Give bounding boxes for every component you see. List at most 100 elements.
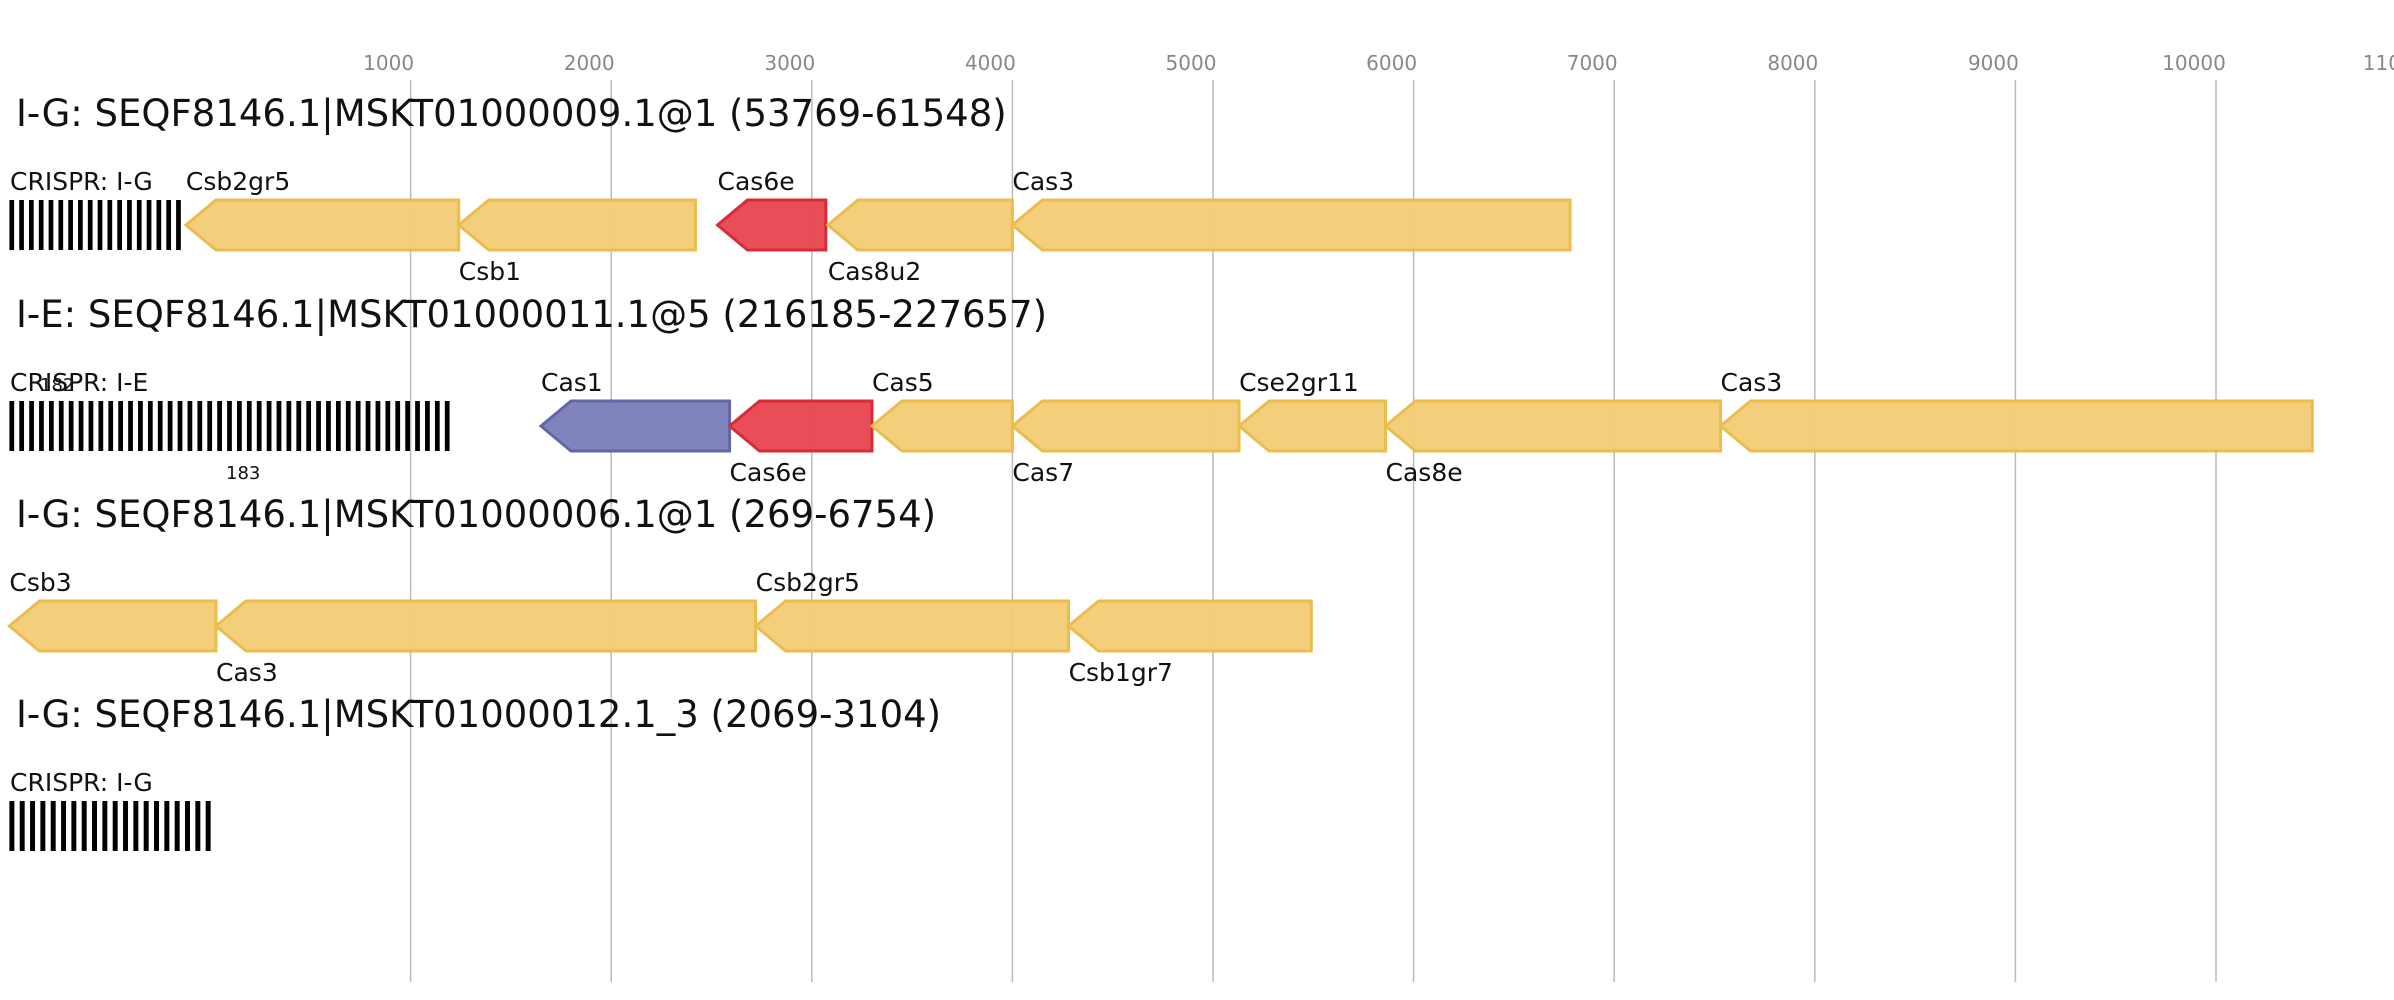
axis-ticks: 1000 2000 3000 4000 5000 6000 7000 8000 9000 1000…: [363, 51, 2394, 75]
gene-arrow-cse2gr11[interactable]: [1236, 399, 1388, 453]
crispr-repeat: [19, 801, 25, 851]
gene-label: Cse2gr11: [1239, 368, 1359, 397]
axis-tick-label: 5000: [1166, 51, 1217, 75]
gene-arrow-cas6e[interactable]: [727, 399, 874, 453]
gene-arrow-csb1[interactable]: [456, 198, 697, 252]
crispr-repeat: [9, 200, 15, 250]
crispr-repeat: [30, 801, 36, 851]
locus-track: I-E: SEQF8146.1|MSKT01000011.1@5 (216185…: [9, 293, 2314, 487]
gene-label: Cas3: [1721, 368, 1783, 397]
crispr-repeat: [147, 401, 153, 451]
crispr-count-top: 182: [40, 375, 74, 396]
crispr-repeat: [97, 200, 103, 250]
crispr-repeat: [78, 200, 83, 250]
gene-label: Csb2gr5: [756, 568, 860, 597]
crispr-repeat: [88, 401, 94, 451]
gene-label: Csb1: [459, 257, 521, 286]
crispr-count-bottom: 183: [226, 463, 260, 484]
gene-arrow-cas3[interactable]: [1010, 198, 1572, 252]
crispr-repeat: [29, 401, 34, 451]
gene-arrow-csb3[interactable]: [7, 599, 218, 653]
crispr-repeat: [118, 401, 124, 451]
crispr-repeat: [167, 401, 173, 451]
gene-arrow-cas1[interactable]: [538, 399, 732, 453]
crispr-repeat: [154, 801, 159, 851]
crispr-label: CRISPR: I-G: [10, 768, 153, 797]
crispr-repeat: [81, 801, 87, 851]
crispr-repeat: [48, 200, 54, 250]
crispr-repeat: [395, 401, 401, 451]
gene-label: Cas3: [1012, 167, 1074, 196]
crispr-repeat: [143, 801, 149, 851]
axis-tick-label: 8000: [1767, 51, 1818, 75]
crispr-repeat: [217, 401, 222, 451]
crispr-repeat: [415, 401, 420, 451]
locus-track: I-G: SEQF8146.1|MSKT01000009.1@1 (53769-…: [9, 92, 1572, 286]
gene-label: Cas8e: [1386, 458, 1463, 487]
crispr-repeat: [425, 401, 430, 451]
gene-label: Csb2gr5: [186, 167, 290, 196]
gene-arrow-cas8e[interactable]: [1383, 399, 1723, 453]
locus-title: I-E: SEQF8146.1|MSKT01000011.1@5 (216185…: [16, 293, 1047, 336]
crispr-repeat: [9, 801, 15, 851]
crispr-repeat: [207, 401, 213, 451]
crispr-repeat: [326, 401, 331, 451]
gene-arrow-csb2gr5[interactable]: [753, 599, 1071, 653]
crispr-repeat: [156, 200, 162, 250]
axis-tick-label: 1000: [363, 51, 414, 75]
gene-arrow-cas3[interactable]: [213, 599, 758, 653]
crispr-label: CRISPR: I-E: [10, 368, 148, 397]
axis-tick-label: 7000: [1567, 51, 1618, 75]
loci-tracks: I-G: SEQF8146.1|MSKT01000009.1@1 (53769-…: [7, 92, 2314, 851]
gene-arrow-csb2gr5[interactable]: [183, 198, 461, 252]
gene-arrow-cas8u2[interactable]: [825, 198, 1014, 252]
axis-tick-label: 2000: [564, 51, 615, 75]
crispr-repeat: [9, 401, 15, 451]
locus-title: I-G: SEQF8146.1|MSKT01000012.1_3 (2069-3…: [16, 693, 941, 736]
crispr-repeat: [355, 401, 361, 451]
crispr-repeat: [61, 801, 67, 851]
crispr-repeat: [50, 801, 56, 851]
crispr-repeat: [375, 401, 381, 451]
crispr-repeat: [127, 200, 132, 250]
crispr-repeat: [365, 401, 371, 451]
crispr-repeat: [177, 401, 183, 451]
crispr-repeat: [138, 401, 143, 451]
crispr-repeat: [38, 200, 44, 250]
gene-arrow-csb1gr7[interactable]: [1066, 599, 1313, 653]
gene-arrow-cas5[interactable]: [869, 399, 1014, 453]
crispr-repeat: [335, 401, 341, 451]
crispr-repeat: [19, 401, 25, 451]
crispr-repeat: [385, 401, 391, 451]
crispr-repeat: [128, 401, 133, 451]
locus-track: I-G: SEQF8146.1|MSKT01000006.1@1 (269-67…: [7, 493, 1313, 687]
crispr-repeat: [48, 401, 54, 451]
crispr-repeat: [316, 401, 321, 451]
crispr-repeat: [185, 801, 190, 851]
locus-track: I-G: SEQF8146.1|MSKT01000012.1_3 (2069-3…: [9, 693, 941, 851]
crispr-repeat: [227, 401, 232, 451]
crispr-repeat: [112, 801, 118, 851]
crispr-repeat: [98, 401, 104, 451]
gene-arrow-cas7[interactable]: [1010, 399, 1241, 453]
gene-label: Cas3: [216, 658, 278, 687]
crispr-repeat: [58, 200, 64, 250]
crispr-repeat: [176, 200, 181, 250]
gene-label: Csb1gr7: [1069, 658, 1173, 687]
crispr-repeat: [296, 401, 302, 451]
axis-tick-label: 11000: [2363, 51, 2394, 75]
gene-arrow-cas6e[interactable]: [715, 198, 828, 252]
axis-tick-label: 3000: [764, 51, 815, 75]
gene-label: Csb3: [9, 568, 71, 597]
crispr-repeat: [157, 401, 163, 451]
crispr-repeat: [174, 801, 180, 851]
crispr-repeat: [197, 401, 203, 451]
crispr-repeat: [195, 801, 201, 851]
gene-arrow-cas3[interactable]: [1718, 399, 2314, 453]
crispr-repeat: [345, 401, 351, 451]
gene-label: Cas5: [872, 368, 934, 397]
crispr-repeat: [444, 401, 450, 451]
axis-tick-label: 10000: [2162, 51, 2226, 75]
crispr-repeat: [256, 401, 262, 451]
